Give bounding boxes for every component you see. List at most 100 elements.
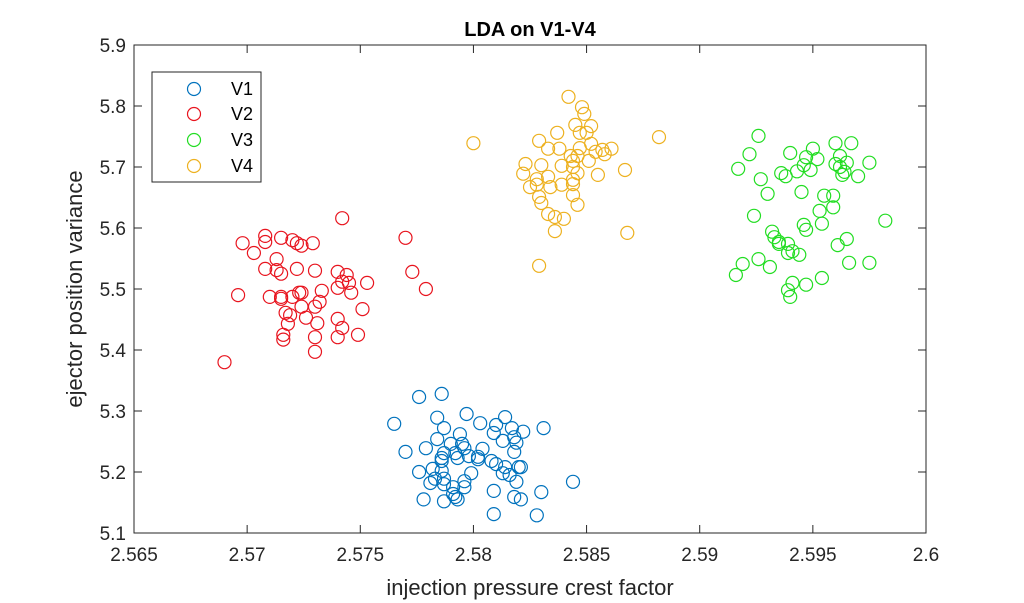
data-point-v4 — [543, 180, 558, 195]
data-point-v2 — [314, 283, 329, 298]
data-point-v1 — [443, 436, 458, 451]
x-tick-label: 2.565 — [110, 545, 158, 566]
data-point-v3 — [798, 222, 814, 237]
data-point-v2 — [276, 332, 291, 347]
data-point-v1 — [489, 417, 504, 433]
data-point-v1 — [434, 386, 449, 401]
data-point-v1 — [489, 457, 504, 472]
data-point-v4 — [554, 158, 569, 173]
y-tick-label: 5.6 — [100, 219, 126, 240]
data-point-v4 — [581, 153, 596, 168]
data-point-v3 — [783, 289, 798, 304]
legend-entry-v2: V2 — [186, 104, 253, 124]
data-point-v2 — [307, 330, 323, 345]
data-point-v1 — [412, 464, 427, 480]
data-point-v1 — [434, 453, 449, 469]
data-point-v2 — [262, 289, 277, 304]
data-point-v3 — [839, 155, 854, 170]
data-point-v1 — [486, 506, 501, 522]
data-point-v2 — [258, 261, 273, 276]
data-point-v1 — [430, 410, 445, 425]
y-tick-label: 5.1 — [100, 524, 126, 545]
data-point-v3 — [878, 213, 893, 228]
x-tick-label: 2.575 — [337, 545, 385, 566]
y-tick-label: 5.2 — [100, 463, 126, 484]
data-point-v4 — [552, 141, 567, 156]
y-axis-ticks: 5.1 5.2 5.3 5.4 5.5 5.6 5.7 5.8 5.9 — [100, 36, 926, 545]
data-point-v3 — [771, 236, 787, 251]
data-point-v3 — [832, 159, 848, 175]
data-point-v4 — [547, 209, 563, 225]
data-point-v2 — [355, 302, 370, 317]
data-point-v2 — [235, 236, 250, 251]
data-point-v2 — [330, 264, 345, 279]
x-tick-label: 2.57 — [229, 545, 266, 566]
y-tick-label: 5.9 — [100, 36, 126, 57]
data-point-v3 — [826, 188, 841, 203]
data-point-v1 — [473, 416, 488, 431]
data-point-v3 — [826, 200, 841, 215]
legend-entry-v3: V3 — [186, 130, 253, 150]
data-point-v4 — [583, 136, 599, 151]
data-point-v1 — [457, 441, 472, 456]
data-point-v4 — [540, 206, 556, 222]
x-axis-label: injection pressure crest factor — [386, 575, 673, 600]
legend-marker-v4 — [186, 158, 202, 174]
data-point-v2 — [344, 285, 359, 300]
data-point-v4 — [547, 224, 563, 239]
data-point-v4 — [522, 180, 538, 195]
data-point-v2 — [418, 281, 433, 297]
data-point-v1 — [470, 452, 486, 467]
data-point-v4 — [570, 197, 585, 212]
data-point-v4 — [540, 169, 556, 184]
data-points — [217, 89, 893, 523]
data-point-v1 — [416, 492, 431, 507]
data-point-v3 — [792, 247, 807, 262]
data-point-v3 — [753, 172, 768, 187]
data-point-v3 — [862, 255, 877, 270]
data-point-v3 — [810, 152, 825, 167]
legend-marker-v3 — [186, 132, 202, 148]
data-point-v4 — [561, 89, 576, 104]
data-point-v2 — [294, 285, 309, 300]
series-v2 — [217, 211, 433, 370]
data-point-v4 — [565, 188, 581, 203]
data-point-v4 — [588, 144, 603, 159]
data-point-v2 — [330, 280, 345, 295]
y-axis-label: ejector position variance — [62, 170, 87, 407]
data-point-v2 — [307, 344, 323, 359]
legend-box — [151, 71, 262, 183]
data-point-v1 — [418, 441, 433, 456]
data-point-v3 — [774, 166, 789, 181]
legend-label-v1: V1 — [231, 79, 253, 99]
legend-marker-v1 — [186, 81, 202, 97]
data-point-v4 — [540, 141, 556, 156]
data-point-v1 — [509, 435, 524, 450]
data-point-v3 — [828, 156, 843, 172]
data-point-v2 — [246, 245, 261, 261]
data-point-v1 — [398, 444, 413, 459]
data-point-v2 — [330, 311, 345, 326]
data-point-v1 — [450, 450, 465, 466]
data-point-v2 — [269, 252, 284, 267]
data-point-v4 — [554, 177, 569, 192]
data-point-v2 — [276, 327, 291, 342]
data-point-v3 — [731, 161, 746, 176]
legend-label-v4: V4 — [231, 156, 253, 176]
data-point-v1 — [457, 480, 472, 495]
data-point-v2 — [258, 234, 273, 250]
data-point-v1 — [412, 389, 427, 405]
data-point-v2 — [285, 289, 300, 304]
data-point-v4 — [518, 156, 533, 172]
data-point-v1 — [430, 432, 445, 447]
data-point-v3 — [835, 167, 850, 182]
data-point-v3 — [830, 238, 845, 253]
data-point-v3 — [762, 259, 778, 275]
data-point-v3 — [794, 184, 809, 200]
data-point-v2 — [305, 236, 320, 251]
data-point-v4 — [577, 106, 592, 122]
data-point-v2 — [274, 230, 289, 245]
data-point-v4 — [572, 125, 587, 140]
data-point-v2 — [350, 327, 366, 342]
data-point-v1 — [457, 474, 472, 489]
